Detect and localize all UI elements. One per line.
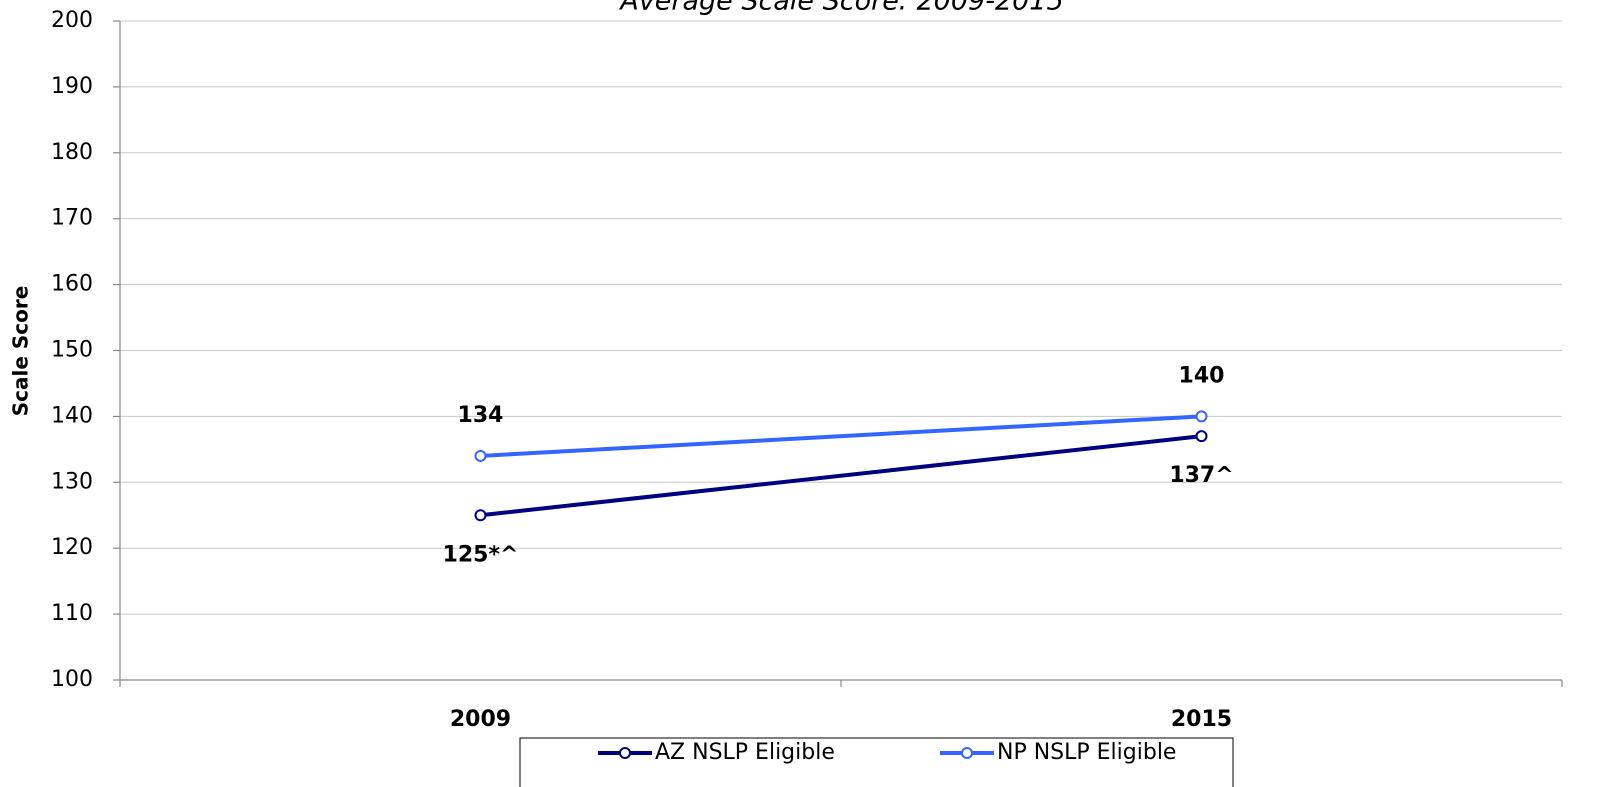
- y-tick-label: 110: [51, 601, 93, 626]
- series-line: [480, 414, 1202, 458]
- y-axis-title: Scale Score: [9, 286, 33, 417]
- data-label: 125*^: [443, 542, 519, 567]
- y-tick-label: 170: [51, 206, 93, 231]
- legend-marker: [961, 747, 973, 759]
- y-tick-label: 120: [51, 535, 93, 560]
- y-tick-label: 100: [51, 667, 93, 692]
- legend-label: NP NSLP Eligible: [997, 740, 1176, 765]
- legend-label: AZ NSLP Eligible: [655, 740, 835, 765]
- marker: [1195, 430, 1208, 443]
- x-tick-label: 2009: [450, 707, 511, 732]
- data-label: 140: [1179, 363, 1225, 388]
- y-tick-label: 190: [51, 74, 93, 99]
- y-tick-label: 200: [51, 8, 93, 33]
- y-tick-label: 160: [51, 272, 93, 297]
- x-tick-label: 2015: [1171, 707, 1232, 732]
- chart-title: Average Scale Score: 2009-2015: [618, 0, 1063, 17]
- legend-box: [519, 737, 1234, 787]
- y-tick-label: 140: [51, 403, 93, 428]
- legend-marker: [619, 747, 631, 759]
- y-tick-label: 180: [51, 140, 93, 165]
- y-tick-label: 130: [51, 469, 93, 494]
- series-line: [480, 434, 1202, 518]
- data-label: 137^: [1169, 463, 1233, 488]
- marker: [474, 449, 487, 462]
- data-label: 134: [458, 403, 504, 428]
- marker: [474, 509, 487, 522]
- y-tick-label: 150: [51, 338, 93, 363]
- marker: [1195, 410, 1208, 423]
